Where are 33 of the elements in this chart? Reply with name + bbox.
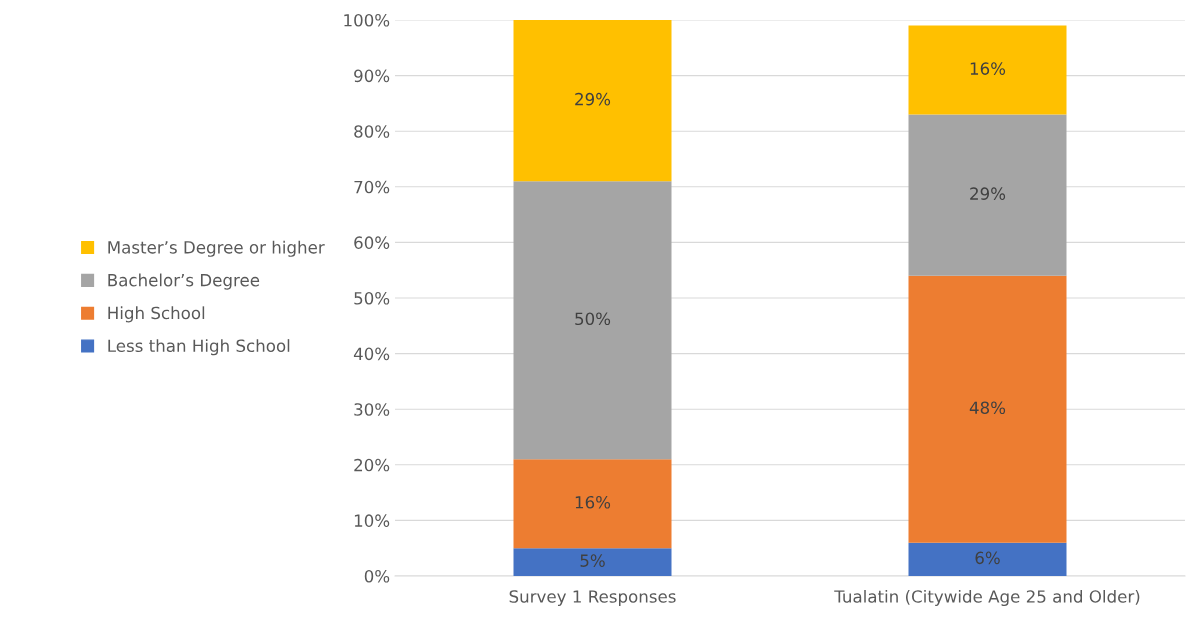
legend-label: Master’s Degree or higher: [108, 240, 325, 257]
y-tick-label: 10%: [354, 514, 390, 527]
data-label: 16%: [970, 62, 1006, 75]
y-tick-label: 50%: [354, 291, 390, 305]
y-tick-label: 60%: [354, 236, 390, 249]
data-label: 16%: [575, 495, 611, 509]
y-tick-label: 90%: [354, 69, 390, 83]
data-label: 50%: [575, 312, 611, 326]
data-label: 29%: [970, 187, 1006, 200]
bar: [513, 181, 672, 460]
data-label: 48%: [969, 401, 1006, 415]
y-tick-label: 30%: [354, 403, 390, 416]
bar: [513, 548, 672, 576]
bar: [908, 114, 1067, 276]
bar: [908, 542, 1067, 576]
y-tick-label: 100%: [344, 13, 390, 27]
y-tick-label: 0%: [364, 569, 390, 583]
legend-label: High School: [108, 306, 205, 323]
x-tick-label: Survey 1 Responses: [509, 590, 676, 607]
bar: [908, 275, 1067, 543]
data-label: 6%: [975, 551, 1000, 565]
bar: [513, 20, 672, 182]
bar: [513, 459, 672, 549]
legend-label: Less than High School: [108, 339, 290, 356]
data-label: 5%: [580, 554, 605, 567]
data-label: 29%: [575, 92, 611, 106]
bar: [908, 25, 1067, 115]
y-tick-label: 20%: [354, 458, 390, 472]
legend-label: Bachelor’s Degree: [108, 273, 260, 290]
y-tick-label: 40%: [353, 347, 390, 361]
y-tick-label: 80%: [354, 125, 390, 138]
y-tick-label: 70%: [354, 180, 390, 194]
x-tick-label: Tualatin (Citywide Age 25 and Older): [834, 589, 1140, 607]
